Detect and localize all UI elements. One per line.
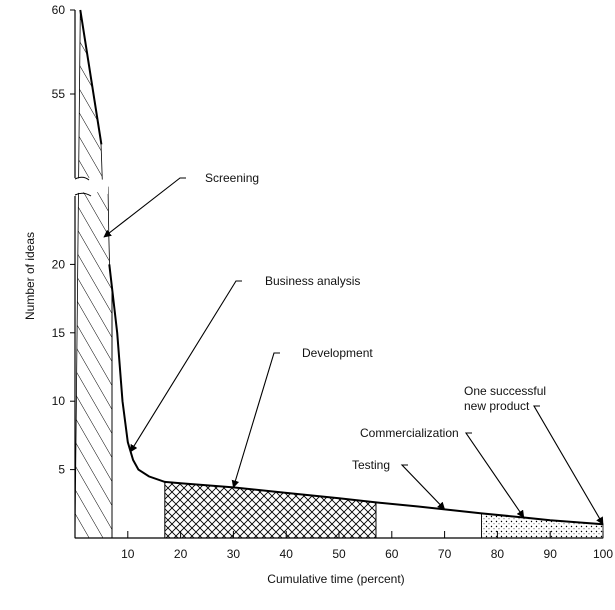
ticks: 10 20 30 40 50 60 70 80 90 100 5 10 15 20 55 60 <box>52 3 614 561</box>
x-tick-label: 100 <box>593 547 613 561</box>
x-tick-label: 60 <box>385 547 399 561</box>
annotation-arrow-business-analysis <box>129 280 242 453</box>
x-tick-label: 40 <box>280 547 294 561</box>
annotation-one-successful: One successful new product <box>464 384 546 413</box>
x-tick-label: 10 <box>121 547 135 561</box>
y-tick-label: 10 <box>52 394 66 408</box>
annotation-testing: Testing <box>352 458 390 472</box>
annotation-arrow-screening <box>103 177 186 238</box>
annotation-arrow-testing <box>400 464 446 510</box>
stage-region-business-analysis <box>111 287 166 539</box>
y-tick-label: 55 <box>52 87 66 101</box>
curve <box>79 9 604 526</box>
x-axis-title: Cumulative time (percent) <box>267 572 404 586</box>
y-axis-title: Number of ideas <box>23 232 37 320</box>
annotation-arrow-development <box>231 352 280 489</box>
x-tick-label: 90 <box>544 547 558 561</box>
y-tick-label: 5 <box>58 463 65 477</box>
annotation-arrow-commercialization <box>464 432 525 519</box>
annotation-business-analysis: Business analysis <box>265 274 360 288</box>
annotation-arrow-one-successful <box>533 405 604 525</box>
axis-break-mark-lower <box>74 192 92 197</box>
x-tick-label: 70 <box>438 547 452 561</box>
axis-break-mark-upper <box>74 176 90 181</box>
axis-break-gap <box>70 177 108 195</box>
y-tick-label: 20 <box>52 257 66 271</box>
x-tick-label: 80 <box>491 547 505 561</box>
x-tick-label: 20 <box>174 547 188 561</box>
annotations: Screening Business analysis Development Tes… <box>103 171 604 525</box>
x-tick-label: 30 <box>227 547 241 561</box>
annotation-development: Development <box>302 346 373 360</box>
stage-region-commercialization <box>481 512 604 539</box>
y-tick-label: 60 <box>52 3 66 17</box>
x-tick-label: 50 <box>332 547 346 561</box>
annotation-commercialization: Commercialization <box>360 426 459 440</box>
curve-line-lower <box>108 264 604 526</box>
annotation-screening: Screening <box>205 171 259 185</box>
curve-line-upper <box>79 9 103 145</box>
y-tick-label: 15 <box>52 326 66 340</box>
